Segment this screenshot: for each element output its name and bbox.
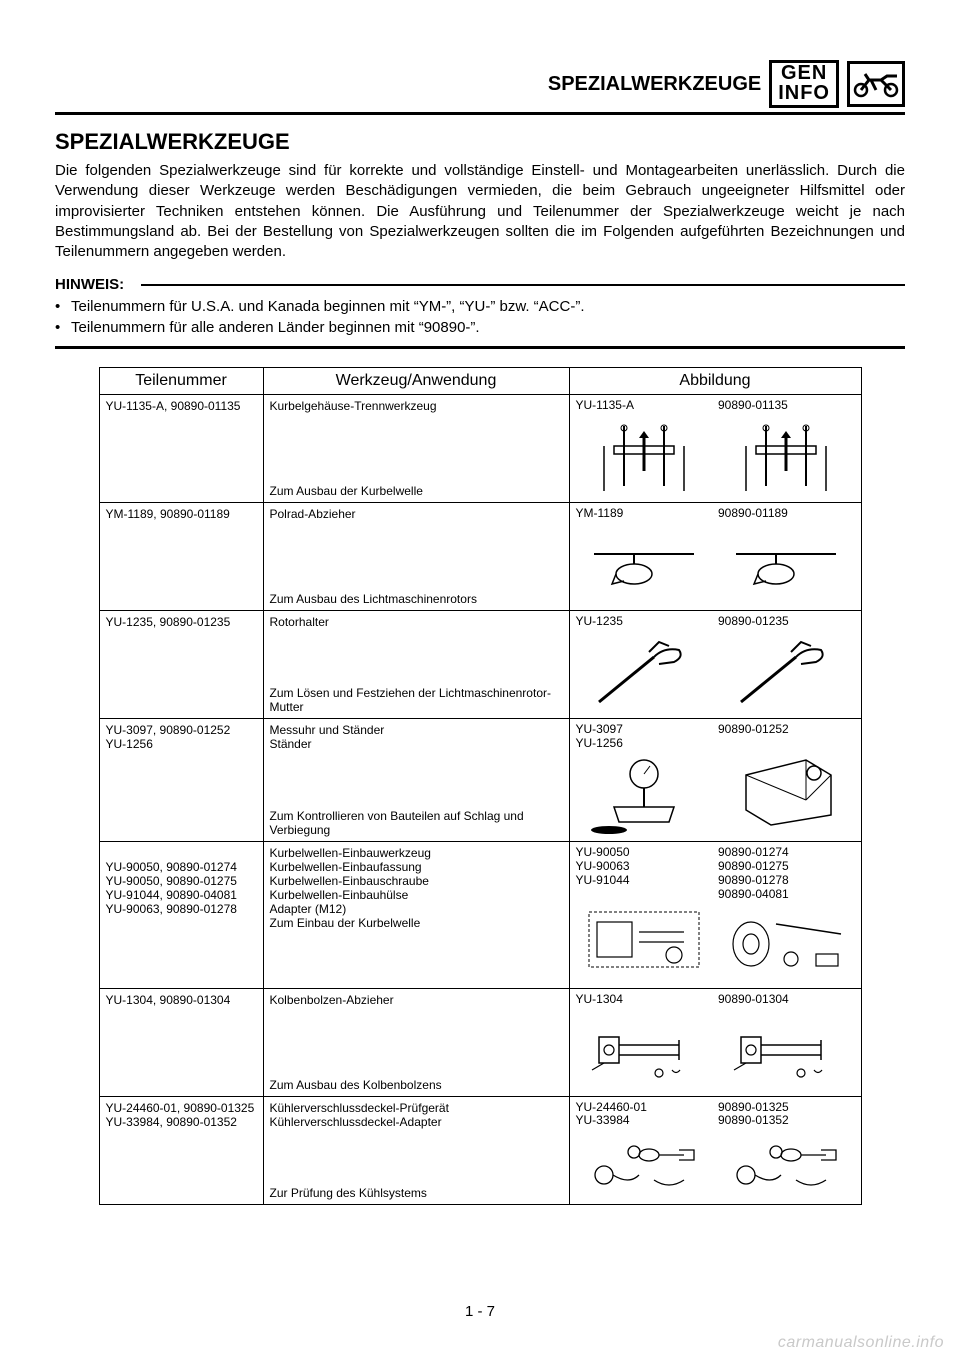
tool-name: Kolbenbolzen-Abzieher xyxy=(270,993,563,1007)
tool-illustration-icon xyxy=(718,1130,855,1200)
table-header-illustration: Abbildung xyxy=(569,367,861,394)
hinweis-label: HINWEIS: xyxy=(55,276,130,293)
cell-illustration: YU-24460-01YU-3398490890-0132590890-0135… xyxy=(569,1096,861,1205)
tool-desc: Zum Kontrollieren von Bauteilen auf Schl… xyxy=(270,809,563,837)
illus-label-right: 90890-01135 xyxy=(718,399,855,413)
tool-illustration-icon xyxy=(718,904,855,984)
illus-label-right: 90890-01252 xyxy=(718,723,855,737)
tool-illustration-icon xyxy=(576,1008,713,1091)
tool-illustration-icon xyxy=(718,523,855,606)
table-row: YM-1189, 90890-01189 Polrad-Abzieher Zum A… xyxy=(99,502,861,610)
cell-tool: Messuhr und StänderStänder Zum Kontrollie… xyxy=(263,718,569,842)
info-box: GEN INFO xyxy=(769,60,839,108)
tool-illustration-icon xyxy=(718,739,855,838)
tool-desc: Zur Prüfung des Kühlsystems xyxy=(270,1186,563,1200)
table-row: YU-3097, 90890-01252YU-1256Messuhr und S… xyxy=(99,718,861,842)
tool-name: Rotorhalter xyxy=(270,615,563,629)
hinweis-bottom-rule xyxy=(55,346,905,349)
table-header-tool: Werkzeug/Anwendung xyxy=(263,367,569,394)
tool-name: Kurbelwellen-EinbauwerkzeugKurbelwellen-… xyxy=(270,846,563,930)
illus-label-right: 90890-01235 xyxy=(718,615,855,629)
illus-label-left: YM-1189 xyxy=(576,507,713,521)
bullet: • xyxy=(55,318,65,338)
cell-partnum: YU-1135-A, 90890-01135 xyxy=(99,394,263,502)
illus-label-left: YU-3097YU-1256 xyxy=(576,723,713,751)
cell-partnum: YU-1235, 90890-01235 xyxy=(99,610,263,718)
tool-desc: Zum Ausbau der Kurbelwelle xyxy=(270,484,563,498)
tool-illustration-icon xyxy=(718,1008,855,1091)
cell-tool: Kurbelwellen-EinbauwerkzeugKurbelwellen-… xyxy=(263,842,569,988)
tool-illustration-icon xyxy=(718,631,855,714)
cell-tool: Kurbelgehäuse-Trennwerkzeug Zum Ausbau de… xyxy=(263,394,569,502)
illus-label-right: 90890-01189 xyxy=(718,507,855,521)
tool-illustration-icon xyxy=(576,631,713,714)
cell-illustration: YM-1189 90890-01189 xyxy=(569,502,861,610)
cell-illustration: YU-1235 90890-01235 xyxy=(569,610,861,718)
table-header-partnum: Teilenummer xyxy=(99,367,263,394)
tool-name: Polrad-Abzieher xyxy=(270,507,563,521)
watermark: carmanualsonline.info xyxy=(778,1334,944,1352)
illus-label-right: 90890-01304 xyxy=(718,993,855,1007)
tool-desc: Zum Ausbau des Lichtmaschinenrotors xyxy=(270,592,563,606)
tool-illustration-icon xyxy=(576,415,713,498)
hinweis-bullet-2: Teilenummern für alle anderen Länder beg… xyxy=(71,318,480,338)
intro-paragraph: Die folgenden Spezialwerkzeuge sind für … xyxy=(55,161,905,262)
illus-label-left: YU-1304 xyxy=(576,993,713,1007)
info-line2: INFO xyxy=(778,83,830,103)
tool-name: Messuhr und StänderStänder xyxy=(270,723,563,751)
tool-name: Kurbelgehäuse-Trennwerkzeug xyxy=(270,399,563,413)
page-number: 1 - 7 xyxy=(0,1303,960,1320)
table-row: YU-90050, 90890-01274YU-90050, 90890-012… xyxy=(99,842,861,988)
tool-illustration-icon xyxy=(576,752,713,837)
cell-illustration: YU-90050YU-90063YU-9104490890-0127490890… xyxy=(569,842,861,988)
cell-tool: Rotorhalter Zum Lösen und Festziehen der … xyxy=(263,610,569,718)
bullet: • xyxy=(55,297,65,317)
tool-illustration-icon xyxy=(576,1130,713,1200)
table-row: YU-1235, 90890-01235 Rotorhalter Zum Lösen… xyxy=(99,610,861,718)
cell-tool: Kolbenbolzen-Abzieher Zum Ausbau des Kolb… xyxy=(263,988,569,1096)
hinweis-list: • Teilenummern für U.S.A. und Kanada begi… xyxy=(55,297,905,338)
header-title: SPEZIALWERKZEUGE xyxy=(548,73,761,96)
header-rule xyxy=(55,112,905,115)
table-row: YU-1135-A, 90890-01135Kurbelgehäuse-Tren… xyxy=(99,394,861,502)
cell-illustration: YU-1135-A 90890-01135 xyxy=(569,394,861,502)
cell-partnum: YU-1304, 90890-01304 xyxy=(99,988,263,1096)
tool-desc: Zum Ausbau des Kolbenbolzens xyxy=(270,1078,563,1092)
illus-label-left: YU-24460-01YU-33984 xyxy=(576,1101,713,1129)
cell-partnum: YU-90050, 90890-01274YU-90050, 90890-012… xyxy=(99,842,263,988)
cell-tool: Polrad-Abzieher Zum Ausbau des Lichtmasch… xyxy=(263,502,569,610)
cell-illustration: YU-3097YU-1256 90890-01252 xyxy=(569,718,861,842)
illus-label-right: 90890-0127490890-0127590890-0127890890-0… xyxy=(718,846,855,901)
cell-partnum: YM-1189, 90890-01189 xyxy=(99,502,263,610)
cell-partnum: YU-3097, 90890-01252YU-1256 xyxy=(99,718,263,842)
motorcycle-icon xyxy=(847,61,905,107)
illus-label-right: 90890-0132590890-01352 xyxy=(718,1101,855,1129)
cell-illustration: YU-1304 90890-01304 xyxy=(569,988,861,1096)
table-row: YU-24460-01, 90890-01325YU-33984, 90890-… xyxy=(99,1096,861,1205)
illus-label-left: YU-90050YU-90063YU-91044 xyxy=(576,846,713,887)
info-line1: GEN xyxy=(778,63,830,83)
section-title: SPEZIALWERKZEUGE xyxy=(55,129,905,155)
tool-illustration-icon xyxy=(718,415,855,498)
illus-label-left: YU-1135-A xyxy=(576,399,713,413)
tool-illustration-icon xyxy=(576,523,713,606)
hinweis-bullet-1: Teilenummern für U.S.A. und Kanada begin… xyxy=(71,297,585,317)
tool-name: Kühlerverschlussdeckel-PrüfgerätKühlerve… xyxy=(270,1101,563,1129)
tools-table: Teilenummer Werkzeug/Anwendung Abbildung… xyxy=(99,367,862,1205)
cell-tool: Kühlerverschlussdeckel-PrüfgerätKühlerve… xyxy=(263,1096,569,1205)
tool-illustration-icon xyxy=(576,890,713,984)
table-row: YU-1304, 90890-01304Kolbenbolzen-Abziehe… xyxy=(99,988,861,1096)
cell-partnum: YU-24460-01, 90890-01325YU-33984, 90890-… xyxy=(99,1096,263,1205)
hinweis-rule xyxy=(141,284,905,286)
tool-desc: Zum Lösen und Festziehen der Lichtmaschi… xyxy=(270,686,563,714)
illus-label-left: YU-1235 xyxy=(576,615,713,629)
